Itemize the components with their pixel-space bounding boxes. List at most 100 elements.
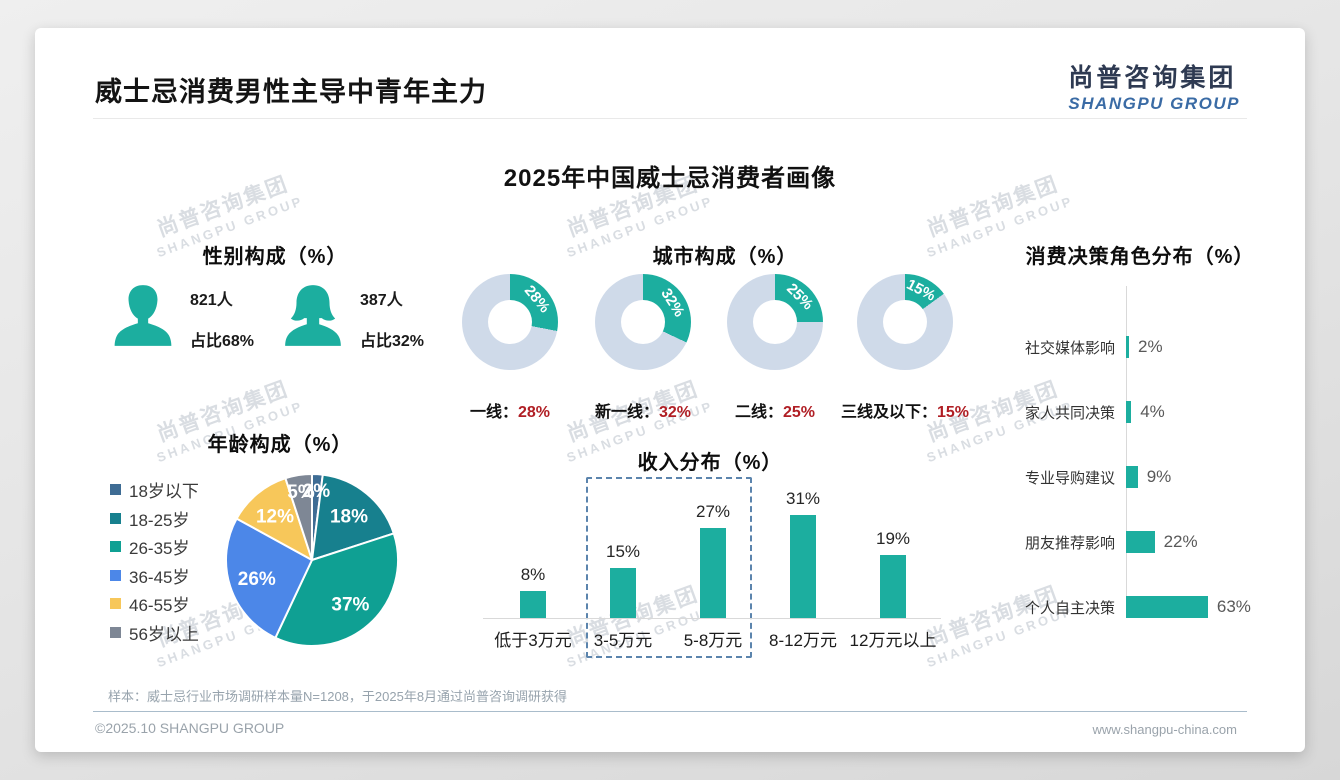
female-icon [280,283,346,349]
male-icon [110,283,176,349]
age-section: 年龄构成（%） 18岁以下 18-25岁 26-35岁 36-45岁 46-55岁 56岁… [95,428,465,698]
income-value-label: 31% [785,489,821,508]
income-value-label: 19% [875,529,911,548]
gender-share: 占比32% [360,333,425,350]
city-donut-unit: 28% 一线：28% [462,274,558,424]
donut-value-label: 15% [903,275,939,305]
city-donut-unit: 15% 三线及以下：15% [841,274,969,424]
age-slice-value-label: 5% [287,482,315,503]
gender-texts: 821人 占比68% [190,283,254,351]
donut-caption: 三线及以下：15% [841,398,969,422]
income-bar [700,528,726,618]
gender-share: 占比68% [190,333,255,350]
decision-value-label: 63% [1216,597,1251,616]
decision-bar-chart: 社交媒体影响 2% 家人共同决策 4% 专业导购建议 9% 朋友推荐影响 22% 个人自主决策 6… [975,269,1305,618]
decision-bar [1126,596,1208,618]
donut-red-value: 25% [782,404,816,421]
income-bar [610,568,636,618]
age-legend-item: 56岁以上 [110,623,199,644]
income-section-title: 收入分布（%） [637,452,783,474]
donut-category-label: 新一线： [594,404,659,421]
donut-category-label: 一线： [469,404,518,421]
age-slice-value-label: 37% [331,595,369,616]
donut-red-value: 15% [936,404,970,421]
decision-bar [1126,401,1132,423]
age-legend-swatch [110,569,121,581]
income-category-labels: 低于3万元 3-5万元 5-8万元 8-12万元 12万元以上 [488,626,938,651]
decision-bar [1126,466,1138,488]
income-bar [880,555,906,618]
gender-texts: 387人占比32% [360,283,424,351]
income-category-label: 低于3万元 [494,631,572,650]
donut-value-label: 32% [657,285,688,320]
decision-value-label: 9% [1146,467,1172,486]
age-pie-slice [311,473,395,561]
age-slice-value-label: 18% [330,506,368,527]
decision-category-label: 个人自主决策 [1024,599,1115,617]
income-category-label: 5-8万元 [683,631,743,650]
age-legend-swatch [110,512,121,524]
income-value-label: 8% [520,565,546,584]
income-bar [790,515,816,618]
age-pie-slice [284,473,313,561]
logo-english: SHANGPU GROUP [1068,94,1240,113]
income-bar-chart: 8% 15% 27% 31% 19% [488,468,938,618]
age-legend-label: 56岁以上 [129,624,199,644]
income-bar-slot: 31% [758,468,848,618]
donut-value-label: 25% [783,280,817,314]
income-highlight-box [586,477,752,658]
female-icon [285,285,341,346]
age-slice-value-label: 2% [303,481,331,502]
decision-section: 消费决策角色分布（%） 社交媒体影响 2% 家人共同决策 4% 专业导购建议 9% 朋友推荐… [975,240,1305,640]
age-legend-label: 36-45岁 [129,567,190,587]
gender-row: 387人占比32% [280,283,424,351]
footer-copyright: ©2025.10 SHANGPU GROUP [95,720,285,736]
age-legend-swatch [110,598,121,609]
age-pie-slice [274,532,399,648]
age-legend-label: 18-25岁 [129,510,190,530]
donut-ring: 25% [727,274,823,370]
page-title: 威士忌消费男性主导中青年主力 [95,77,487,107]
gender-section: 性别构成（%） 821人 占比68% 387人 占比32% [95,240,455,415]
donut-red-value: 32% [658,404,692,421]
company-logo: 尚普咨询集团 SHANGPU GROUP [1068,58,1240,114]
age-legend-item: 26-35岁 [110,537,199,558]
donut-category-label: 二线： [734,404,783,421]
male-icon [114,285,172,346]
decision-row: 朋友推荐影响 22% [975,531,1305,553]
infographic-title: 2025年中国威士忌消费者画像 [503,165,837,192]
logo-chinese: 尚普咨询集团 [1068,64,1237,92]
decision-category-label: 专业导购建议 [1024,469,1115,487]
city-donut-unit: 25% 二线：25% [727,274,823,424]
age-slice-value-label: 26% [238,569,276,590]
donut-red-value: 28% [517,404,551,421]
income-section: 收入分布（%） 8% 15% 27% 31% 19% 低于3万元 3-5万元 5-8万元 8-… [455,446,965,696]
city-donut-unit: 32% 新一线：32% [595,274,691,424]
decision-row: 专业导购建议 9% [975,466,1305,488]
income-bar-slot: 19% [848,468,938,618]
decision-category-label: 社交媒体影响 [1024,339,1115,357]
decision-category-label: 家人共同决策 [1024,404,1115,422]
decision-row: 家人共同决策 4% [975,401,1305,423]
income-bar-slot: 27% [668,468,758,618]
income-category-label: 3-5万元 [593,631,653,650]
age-legend-swatch [110,484,121,495]
income-value-label: 15% [605,542,641,561]
age-slice-value-label: 12% [256,506,294,527]
gender-count: 387人 [360,292,403,309]
income-bar-slot: 15% [578,468,668,618]
donut-caption: 新一线：32% [595,398,691,422]
donut-ring: 28% [462,274,558,370]
decision-row: 个人自主决策 63% [975,596,1305,618]
age-legend: 18岁以下 18-25岁 26-35岁 36-45岁 46-55岁 56岁以上 [110,480,199,651]
footer-website: www.shangpu-china.com [1092,722,1237,737]
age-section-title: 年龄构成（%） [207,434,353,456]
city-section-title: 城市构成（%） [652,246,798,268]
age-legend-item: 46-55岁 [110,594,199,615]
decision-row: 社交媒体影响 2% [975,336,1305,358]
decision-bar [1126,336,1129,358]
decision-value-label: 2% [1138,337,1163,356]
donut-caption: 一线：28% [470,398,550,422]
income-bar [520,591,546,618]
age-pie-chart: 2% 18% 37% 26% 12% 5% [225,473,399,648]
